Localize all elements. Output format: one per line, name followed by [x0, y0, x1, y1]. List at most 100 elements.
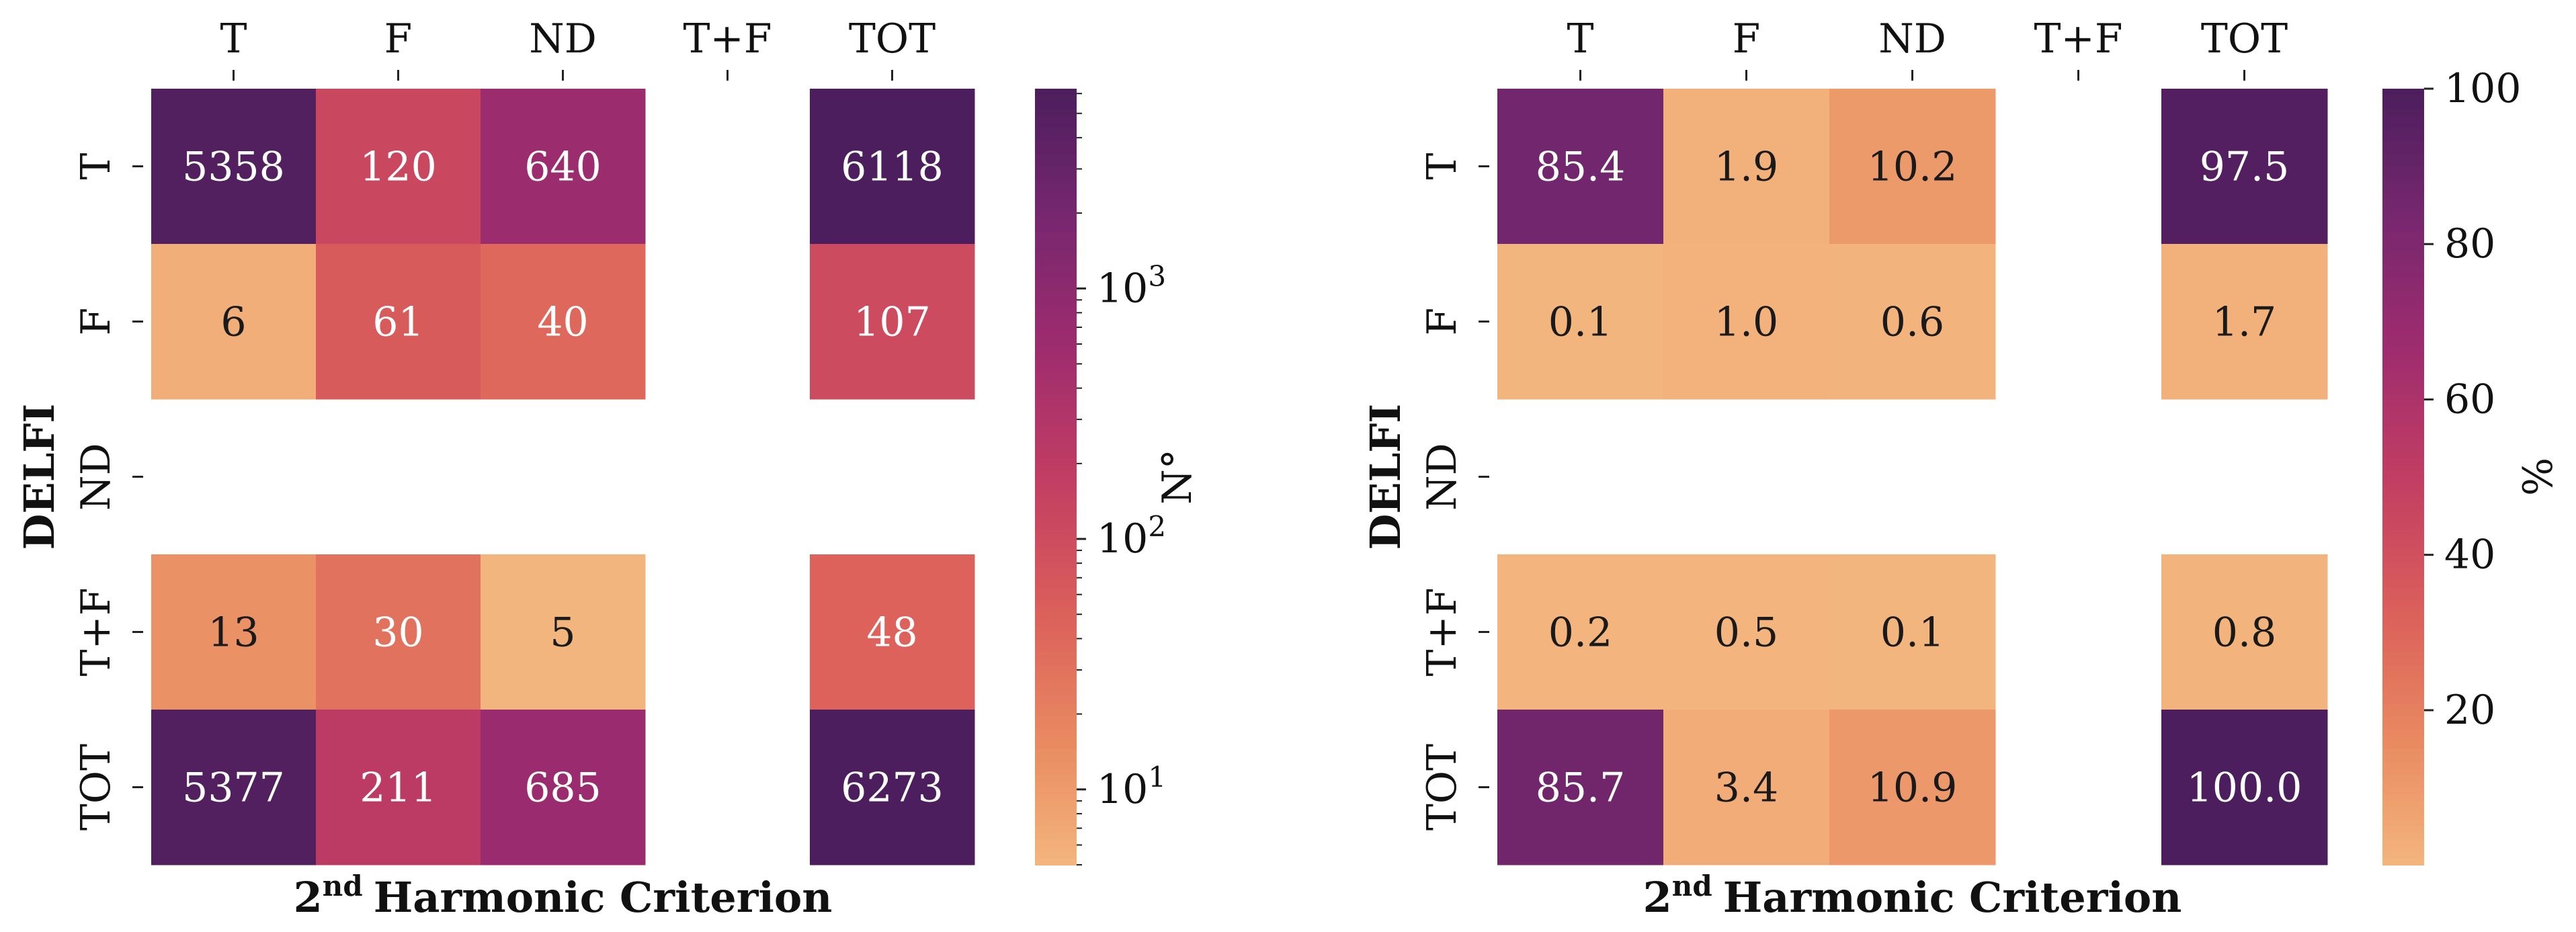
- cell-value-label: 30: [372, 609, 423, 656]
- colorbar-segment: [2382, 159, 2424, 167]
- colorbar-segment: [1035, 813, 1077, 820]
- colorbar-segment: [2382, 185, 2424, 193]
- colorbar-segment: [1035, 548, 1077, 555]
- colorbar-segment: [2382, 476, 2424, 484]
- colorbar-segment: [1035, 263, 1077, 271]
- colorbar-segment: [2382, 742, 2424, 749]
- colorbar-label: %: [2515, 458, 2562, 496]
- colorbar-segment: [1035, 638, 1077, 646]
- heatmap-cell: [1829, 710, 1996, 865]
- colorbar-segment: [2382, 509, 2424, 517]
- colorbar-segment: [2382, 399, 2424, 407]
- colorbar-segment: [1035, 250, 1077, 258]
- heatmap-cell: [2161, 89, 2328, 245]
- heatmap-cell: [810, 89, 975, 245]
- colorbar-segment: [2382, 269, 2424, 278]
- colorbar-segment: [1035, 677, 1077, 685]
- colorbar-segment: [1035, 296, 1077, 303]
- colorbar-segment: [2382, 625, 2424, 633]
- heatmap-cell: [151, 710, 317, 865]
- heatmap-cell: [2161, 710, 2328, 865]
- y-axis-title: DELFI: [15, 404, 64, 550]
- colorbar-segment: [2382, 257, 2424, 264]
- colorbar-segment: [1035, 580, 1077, 588]
- colorbar-segment: [2382, 218, 2424, 226]
- y-tick-label: F: [73, 308, 120, 336]
- y-tick-label: TOT: [73, 744, 120, 831]
- colorbar-segment: [1035, 282, 1077, 290]
- colorbar-segment: [2382, 774, 2424, 781]
- heatmap-cell: [1497, 244, 1664, 400]
- colorbar-segment: [1035, 541, 1077, 549]
- colorbar-segment: [2382, 826, 2424, 833]
- colorbar-segment: [2382, 515, 2424, 523]
- colorbar-segment: [1035, 690, 1077, 697]
- colorbar-segment: [2382, 244, 2424, 251]
- y-tick-label: T: [73, 153, 120, 179]
- colorbar-segment: [1035, 360, 1077, 368]
- colorbar-segment: [1035, 198, 1077, 206]
- colorbar-segment: [1035, 606, 1077, 613]
- colorbar-segment: [2382, 521, 2424, 529]
- x-axis-title-text: Harmonic Criterion: [1723, 873, 2182, 922]
- heatmap-cell: [481, 89, 646, 245]
- colorbar-segment: [1035, 826, 1077, 833]
- y-tick-label: T+F: [73, 588, 120, 677]
- heatmap-cell: [1829, 89, 1996, 245]
- colorbar-segment: [2382, 418, 2424, 426]
- cell-value-label: 0.5: [1714, 609, 1778, 656]
- colorbar-segment: [2382, 632, 2424, 640]
- colorbar-segment: [2382, 237, 2424, 245]
- colorbar-segment: [1035, 632, 1077, 640]
- colorbar-tick-label: 100: [2444, 65, 2522, 112]
- colorbar-segment: [1035, 95, 1077, 103]
- colorbar-segment: [1035, 328, 1077, 335]
- cell-value-label: 5: [550, 609, 575, 656]
- cell-value-label: 13: [208, 609, 259, 656]
- colorbar-segment: [2382, 263, 2424, 271]
- colorbar-segment: [2382, 587, 2424, 594]
- colorbar-tick-label: 80: [2444, 220, 2495, 267]
- colorbar-segment: [2382, 224, 2424, 232]
- colorbar-segment: [1035, 399, 1077, 407]
- colorbar-segment: [2382, 832, 2424, 840]
- colorbar-segment: [1035, 651, 1077, 659]
- cell-value-label: 40: [537, 299, 588, 346]
- colorbar-segment: [1035, 108, 1077, 116]
- heatmap-cell: [151, 244, 317, 400]
- colorbar-segment: [2382, 328, 2424, 335]
- colorbar-segment: [1035, 341, 1077, 348]
- colorbar-segment: [1035, 587, 1077, 594]
- colorbar-segment: [2382, 819, 2424, 827]
- cell-value-label: 100.0: [2187, 765, 2302, 812]
- colorbar-segment: [1035, 794, 1077, 801]
- colorbar-segment: [1035, 496, 1077, 503]
- cell-value-label: 120: [360, 144, 437, 191]
- colorbar-segment: [1035, 464, 1077, 471]
- cell-value-label: 0.2: [1548, 609, 1612, 656]
- colorbar-segment: [2382, 710, 2424, 717]
- colorbar-segment: [2382, 638, 2424, 646]
- colorbar-segment: [1035, 121, 1077, 128]
- colorbar-segment: [2382, 548, 2424, 555]
- colorbar-segment: [1035, 114, 1077, 122]
- colorbar-segment: [1035, 269, 1077, 278]
- cell-value-label: 6: [220, 299, 246, 346]
- y-tick-label: ND: [1419, 443, 1466, 511]
- colorbar-segment: [1035, 710, 1077, 717]
- colorbar-segment: [1035, 321, 1077, 329]
- colorbar-segment: [1035, 211, 1077, 219]
- colorbar-segment: [2382, 671, 2424, 678]
- colorbar-segment: [1035, 489, 1077, 497]
- colorbar-segment: [1035, 451, 1077, 458]
- heatmap-cell: [1663, 710, 1830, 865]
- colorbar-segment: [2382, 800, 2424, 808]
- colorbar-segment: [1035, 218, 1077, 226]
- colorbar-tick-exponent: 2: [1148, 510, 1166, 543]
- colorbar-tick-label: 60: [2444, 376, 2495, 423]
- colorbar-segment: [2382, 619, 2424, 626]
- colorbar-segment: [2382, 153, 2424, 161]
- colorbar-segment: [1035, 658, 1077, 665]
- colorbar-segment: [2382, 658, 2424, 665]
- colorbar-segment: [1035, 483, 1077, 491]
